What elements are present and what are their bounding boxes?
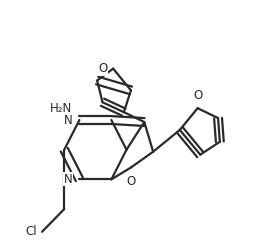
Text: Cl: Cl bbox=[25, 225, 37, 238]
Text: H₂N: H₂N bbox=[50, 102, 72, 115]
Text: O: O bbox=[99, 62, 108, 75]
Text: N: N bbox=[63, 173, 72, 186]
Text: N: N bbox=[63, 114, 72, 126]
Text: O: O bbox=[193, 89, 202, 102]
Text: O: O bbox=[126, 176, 135, 188]
